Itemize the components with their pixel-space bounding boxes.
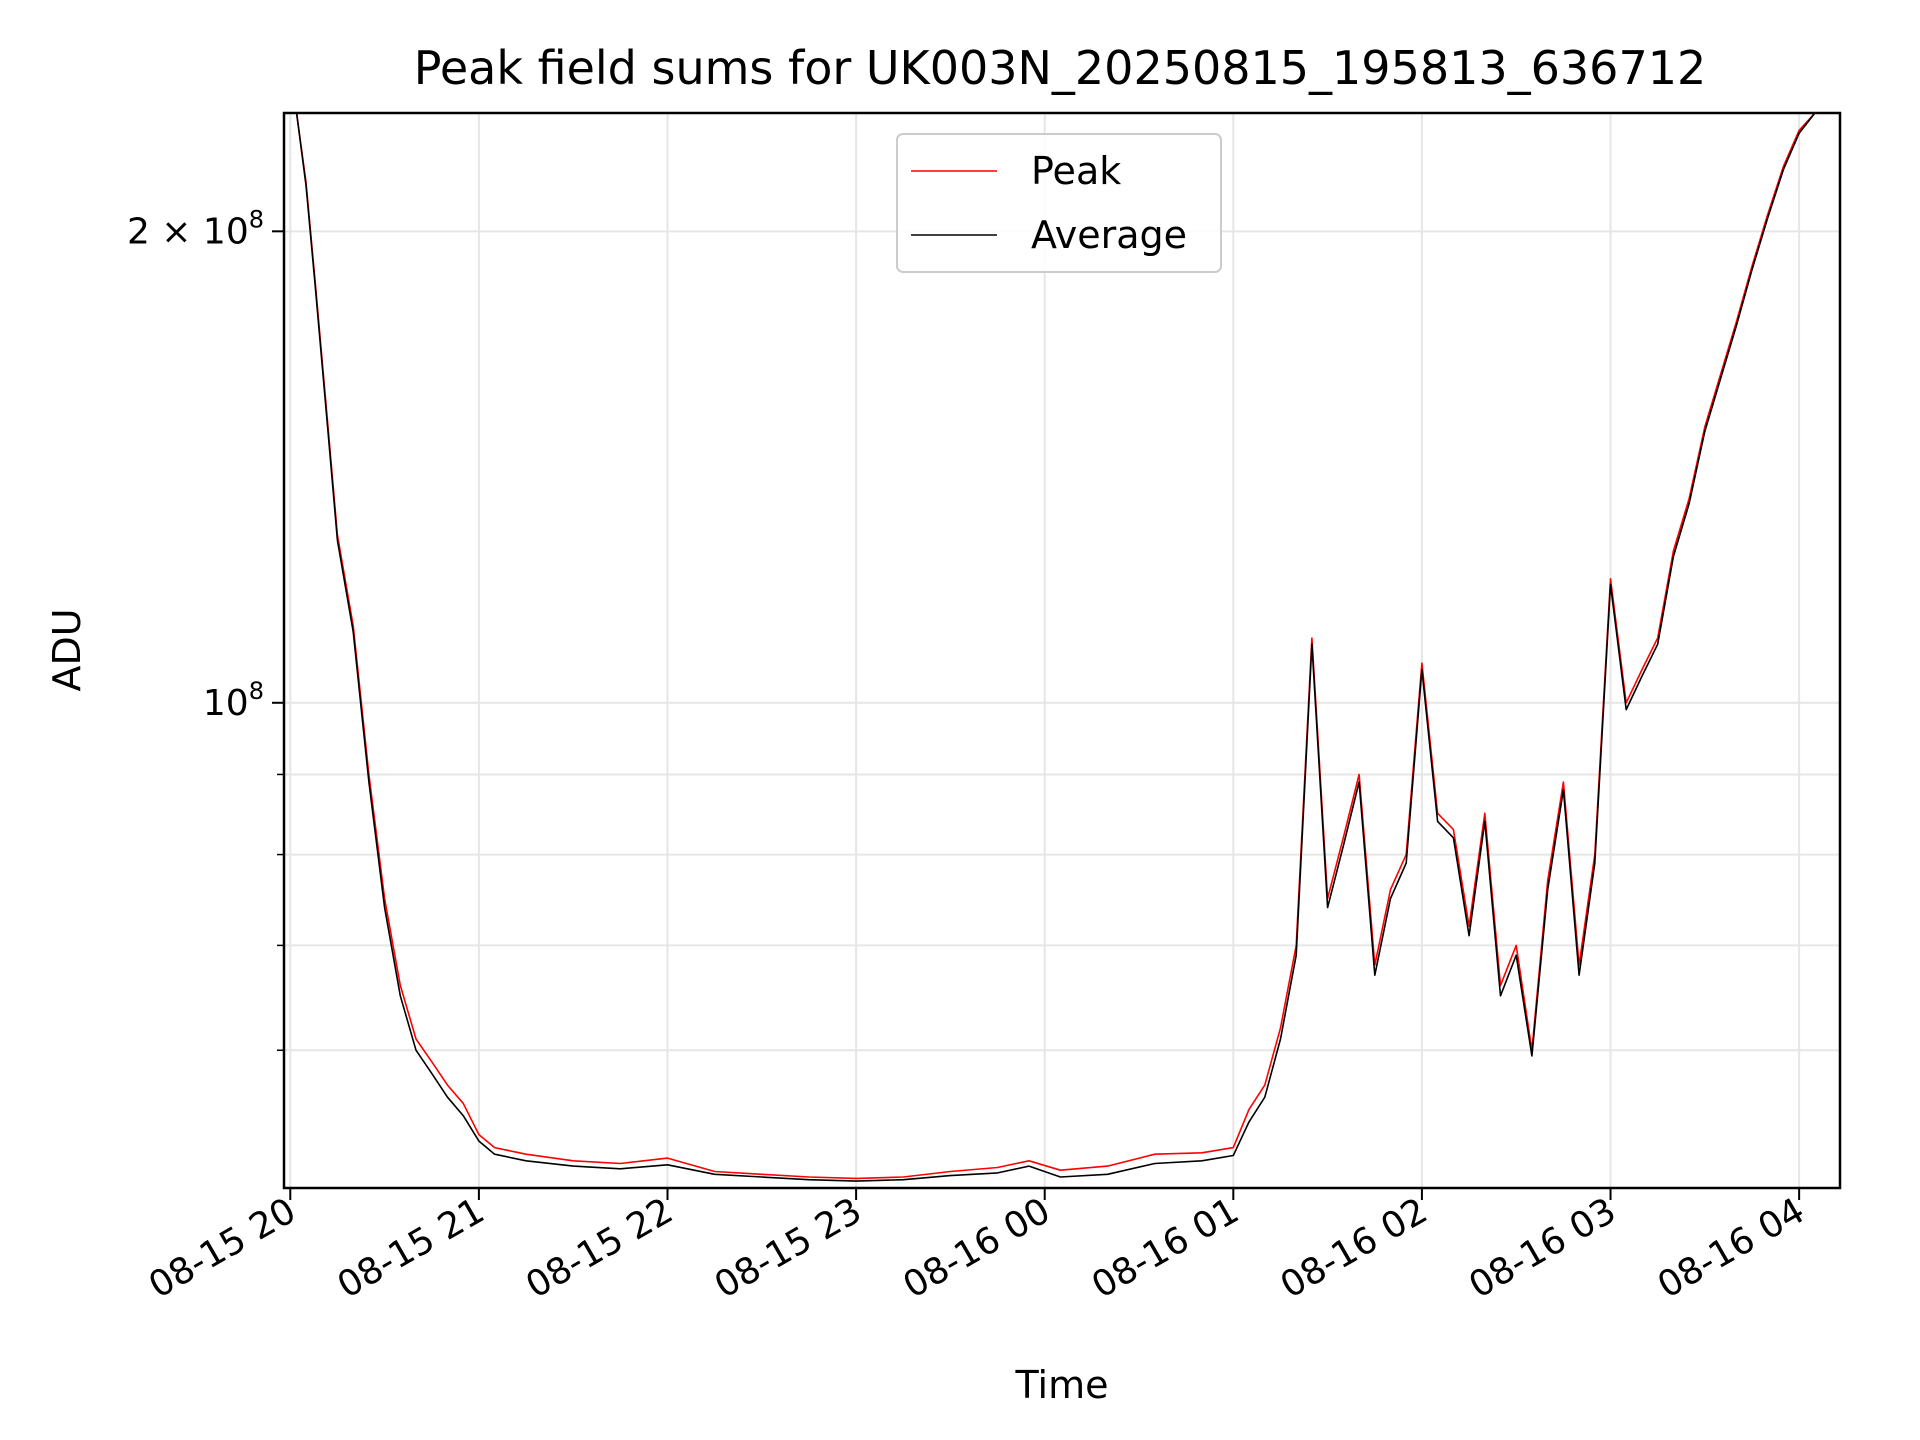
legend-label: Peak	[1031, 149, 1121, 193]
legend-box	[896, 133, 1222, 273]
plot-frame	[282, 111, 1842, 1190]
legend-label: Average	[1031, 213, 1187, 257]
y-tick-label: 2 × 108	[127, 205, 264, 252]
y-tick-label: 108	[203, 677, 264, 724]
x-axis-label: Time	[1015, 1363, 1109, 1407]
series-line-average	[295, 112, 1831, 1182]
series-line-peak	[295, 112, 1831, 1180]
y-axis: 108 2 × 108	[127, 205, 284, 1051]
chart-title: Peak field sums for UK003N_20250815_1958…	[414, 41, 1707, 95]
y-axis-label: ADU	[45, 608, 89, 691]
legend: Peak Average	[896, 133, 1222, 273]
series-layer	[295, 112, 1831, 1182]
